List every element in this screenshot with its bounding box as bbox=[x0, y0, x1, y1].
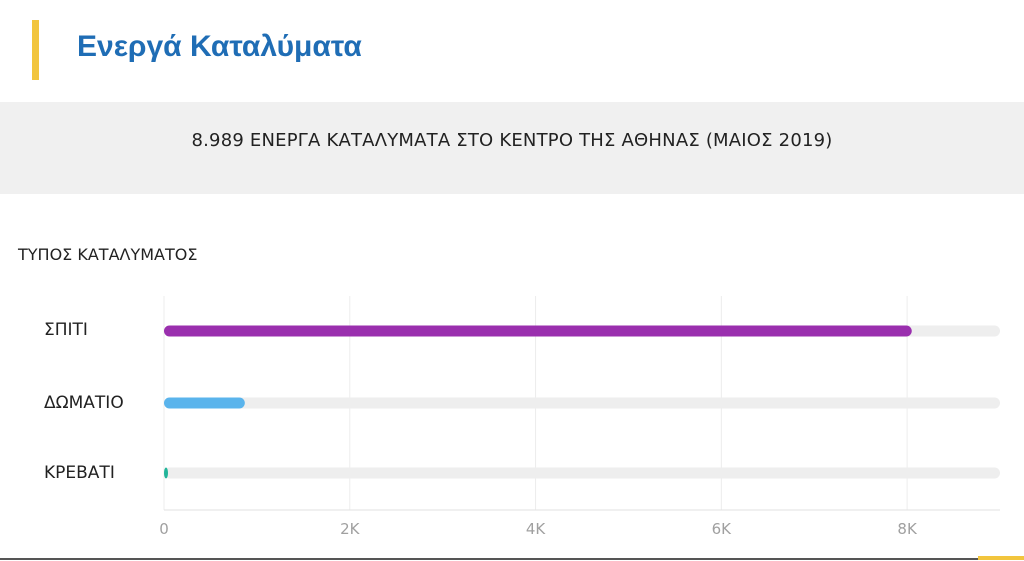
x-tick-label-3: 6K bbox=[712, 520, 733, 538]
x-tick-label-2: 4K bbox=[526, 520, 547, 538]
bar-1 bbox=[164, 397, 245, 409]
page-title: Ενεργά Καταλύματα bbox=[77, 30, 362, 63]
summary-banner-text: 8.989 ΕΝΕΡΓΑ ΚΑΤΑΛΥΜΑΤΑ ΣΤΟ ΚΕΝΤΡΟ ΤΗΣ Α… bbox=[191, 130, 833, 151]
category-label-bed: ΚΡΕΒΑΤΙ bbox=[44, 463, 115, 483]
bar-track-2 bbox=[164, 467, 1000, 479]
footer-accent bbox=[978, 556, 1024, 560]
x-tick-label-0: 0 bbox=[159, 520, 169, 538]
x-tick-label-4: 8K bbox=[897, 520, 918, 538]
title-accent-bar bbox=[32, 20, 39, 80]
chart-title: ΤΥΠΟΣ ΚΑΤΑΛΥΜΑΤΟΣ bbox=[18, 245, 198, 264]
x-tick-label-1: 2K bbox=[340, 520, 361, 538]
category-label-room: ΔΩΜΑΤΙΟ bbox=[44, 393, 124, 413]
bar-0 bbox=[164, 325, 912, 337]
footer-divider bbox=[0, 558, 1024, 560]
bar-track-1 bbox=[164, 397, 1000, 409]
bar-2 bbox=[164, 467, 168, 479]
category-label-house: ΣΠΙΤΙ bbox=[44, 320, 88, 340]
summary-banner bbox=[0, 102, 1024, 194]
